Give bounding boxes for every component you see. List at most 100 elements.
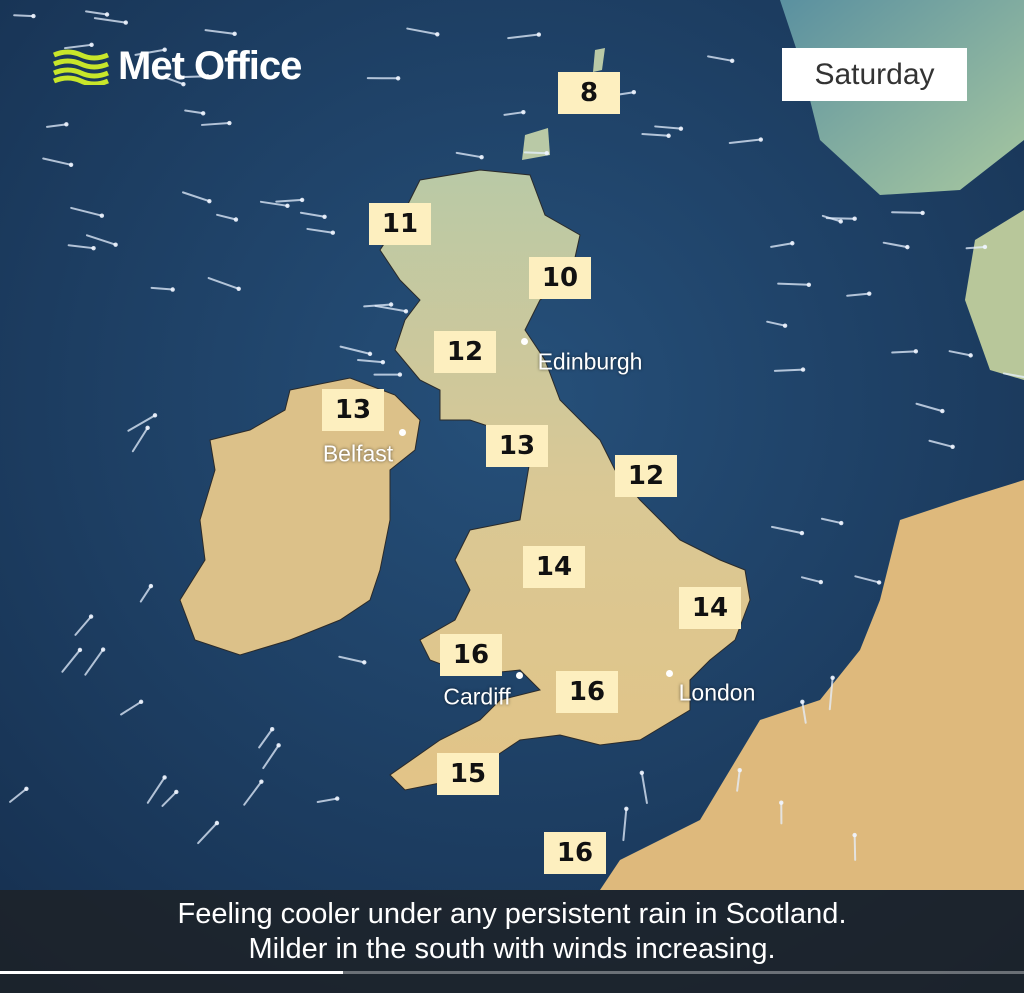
- wind-arrow-head: [830, 675, 835, 681]
- temperature-box: 10: [529, 257, 591, 299]
- caption-bar: Feeling cooler under any persistent rain…: [0, 890, 1024, 993]
- wind-arrow: [1002, 372, 1024, 379]
- wind-arrow: [770, 525, 803, 535]
- wind-arrow-head: [138, 699, 144, 705]
- wind-arrow: [201, 122, 231, 126]
- wind-arrow: [770, 242, 794, 248]
- wind-arrow: [84, 648, 105, 676]
- wind-arrow: [184, 109, 205, 115]
- temperature-box: 14: [523, 546, 585, 588]
- wind-arrow-head: [227, 120, 232, 126]
- wind-arrow-head: [233, 217, 239, 222]
- wind-arrow: [262, 744, 280, 770]
- wind-arrow: [85, 234, 117, 246]
- wind-arrow-head: [299, 197, 305, 203]
- temperature-box: 12: [615, 455, 677, 497]
- wind-arrow-head: [207, 198, 212, 204]
- wind-arrow-head: [852, 832, 857, 838]
- wind-arrow: [523, 151, 548, 155]
- wind-arrow: [146, 776, 166, 804]
- wind-arrow: [42, 157, 73, 166]
- wind-arrow: [801, 700, 807, 724]
- wind-arrow: [828, 676, 834, 711]
- land-ireland: [179, 377, 421, 656]
- wind-arrow-head: [123, 20, 128, 25]
- wind-arrow: [507, 33, 540, 40]
- caption-line-2: Milder in the south with winds increasin…: [248, 933, 776, 965]
- wind-arrow-head: [259, 779, 264, 784]
- wind-arrow-head: [362, 660, 367, 665]
- wind-arrow-head: [330, 230, 336, 235]
- wind-arrow-head: [800, 367, 806, 372]
- wind-arrow: [306, 227, 334, 234]
- wind-arrow: [259, 200, 289, 207]
- wind-arrow-head: [666, 133, 671, 138]
- wind-arrow: [503, 111, 525, 116]
- wind-arrow: [777, 282, 810, 286]
- temperature-box: 16: [440, 634, 502, 676]
- wind-arrow: [406, 27, 439, 36]
- wind-arrow-head: [335, 796, 340, 801]
- wind-arrow-head: [162, 775, 167, 780]
- caption-line-1: Feeling cooler under any persistent rain…: [177, 898, 847, 930]
- wind-arrow-head: [544, 151, 550, 156]
- wind-arrow-head: [388, 302, 394, 307]
- day-label: Saturday: [782, 48, 967, 101]
- wind-arrow: [820, 517, 843, 525]
- wind-arrow-head: [145, 425, 150, 431]
- wind-arrow-head: [479, 154, 484, 160]
- wind-arrow-head: [104, 12, 110, 17]
- wind-arrow: [61, 648, 81, 673]
- wind-arrow-head: [113, 242, 118, 247]
- temperature-box: 11: [369, 203, 431, 245]
- wind-arrow: [654, 125, 682, 130]
- wind-arrow: [707, 55, 734, 62]
- wind-arrow: [85, 10, 109, 16]
- wind-arrow: [915, 402, 944, 413]
- wind-arrow-head: [403, 309, 409, 314]
- wind-arrows: [9, 10, 1024, 861]
- wind-arrow-head: [799, 530, 805, 536]
- wind-arrow-head: [200, 111, 206, 116]
- wind-arrow: [846, 292, 871, 297]
- wind-arrow: [131, 426, 149, 453]
- wind-arrow-head: [920, 210, 925, 216]
- wind-arrow: [70, 206, 103, 217]
- wind-arrow: [181, 191, 211, 203]
- city-dot-belfast: [399, 429, 406, 436]
- wind-arrow: [299, 211, 326, 218]
- wind-arrow-head: [905, 244, 910, 250]
- wind-arrow-head: [790, 241, 795, 246]
- wind-arrow: [127, 414, 157, 432]
- wind-arrow-head: [89, 42, 94, 48]
- wind-arrow: [316, 797, 339, 803]
- wind-arrow-head: [521, 109, 526, 115]
- wind-arrow: [207, 277, 240, 290]
- wind-arrow: [641, 133, 670, 137]
- wind-arrow-head: [950, 444, 955, 450]
- wind-arrow-head: [867, 291, 872, 296]
- wind-arrow-head: [236, 286, 241, 291]
- wind-arrow-head: [876, 580, 882, 585]
- wind-arrow-head: [395, 76, 401, 81]
- wind-arrow: [773, 368, 805, 372]
- wind-arrow-head: [800, 699, 805, 705]
- wind-arrow-head: [779, 800, 784, 805]
- wind-arrow-head: [806, 282, 812, 287]
- wind-arrow-head: [162, 47, 167, 52]
- wind-arrow-head: [737, 768, 742, 773]
- wind-arrow-head: [100, 647, 106, 652]
- wind-arrow: [736, 769, 741, 792]
- wind-arrow-head: [678, 126, 684, 131]
- temperature-box: 16: [556, 671, 618, 713]
- wind-arrow: [139, 585, 152, 603]
- wind-arrow: [891, 211, 924, 214]
- city-label-london: London: [678, 679, 756, 706]
- city-dot-london: [666, 670, 673, 677]
- wind-arrow-head: [152, 413, 158, 418]
- wind-arrow-head: [269, 727, 275, 732]
- video-progress-bar[interactable]: [0, 971, 1024, 974]
- wind-arrow: [120, 700, 143, 716]
- city-dot-cardiff: [516, 672, 523, 679]
- wind-arrow: [162, 75, 185, 86]
